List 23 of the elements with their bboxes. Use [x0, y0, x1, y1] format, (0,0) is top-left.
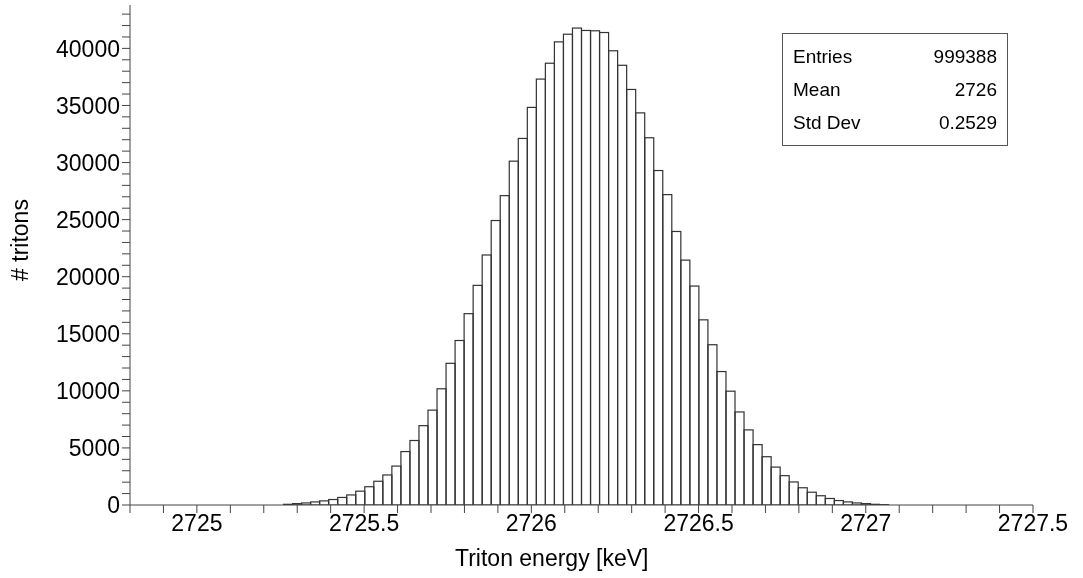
- y-tick-label: 35000: [56, 92, 120, 119]
- y-tick-label: 5000: [68, 435, 120, 462]
- y-tick-label: 25000: [56, 206, 120, 233]
- y-axis-title: # tritons: [6, 199, 34, 281]
- y-tick-label: 0: [107, 492, 120, 519]
- annotation: 999388: [933, 45, 997, 69]
- y-tick-label: 20000: [56, 263, 120, 290]
- y-tick-label: 15000: [56, 320, 120, 347]
- annotation: Entries: [793, 45, 853, 69]
- annotation: Mean: [793, 78, 841, 102]
- annotation: Std Dev: [793, 111, 861, 135]
- x-tick-label: 2725: [171, 510, 223, 537]
- x-tick-label: 2727.5: [997, 510, 1069, 537]
- y-tick-label: 10000: [56, 378, 120, 405]
- y-tick-label: 40000: [56, 35, 120, 62]
- x-axis-title: Triton energy [keV]: [455, 545, 649, 572]
- x-tick-label: 2726: [505, 510, 557, 537]
- annotation: 0.2529: [938, 111, 997, 135]
- x-tick-label: 2726.5: [663, 510, 734, 537]
- x-tick-label: 2725.5: [328, 510, 400, 537]
- x-tick-label: 2727: [840, 510, 892, 537]
- annotation: 2726: [954, 78, 997, 102]
- y-tick-label: 30000: [56, 149, 120, 176]
